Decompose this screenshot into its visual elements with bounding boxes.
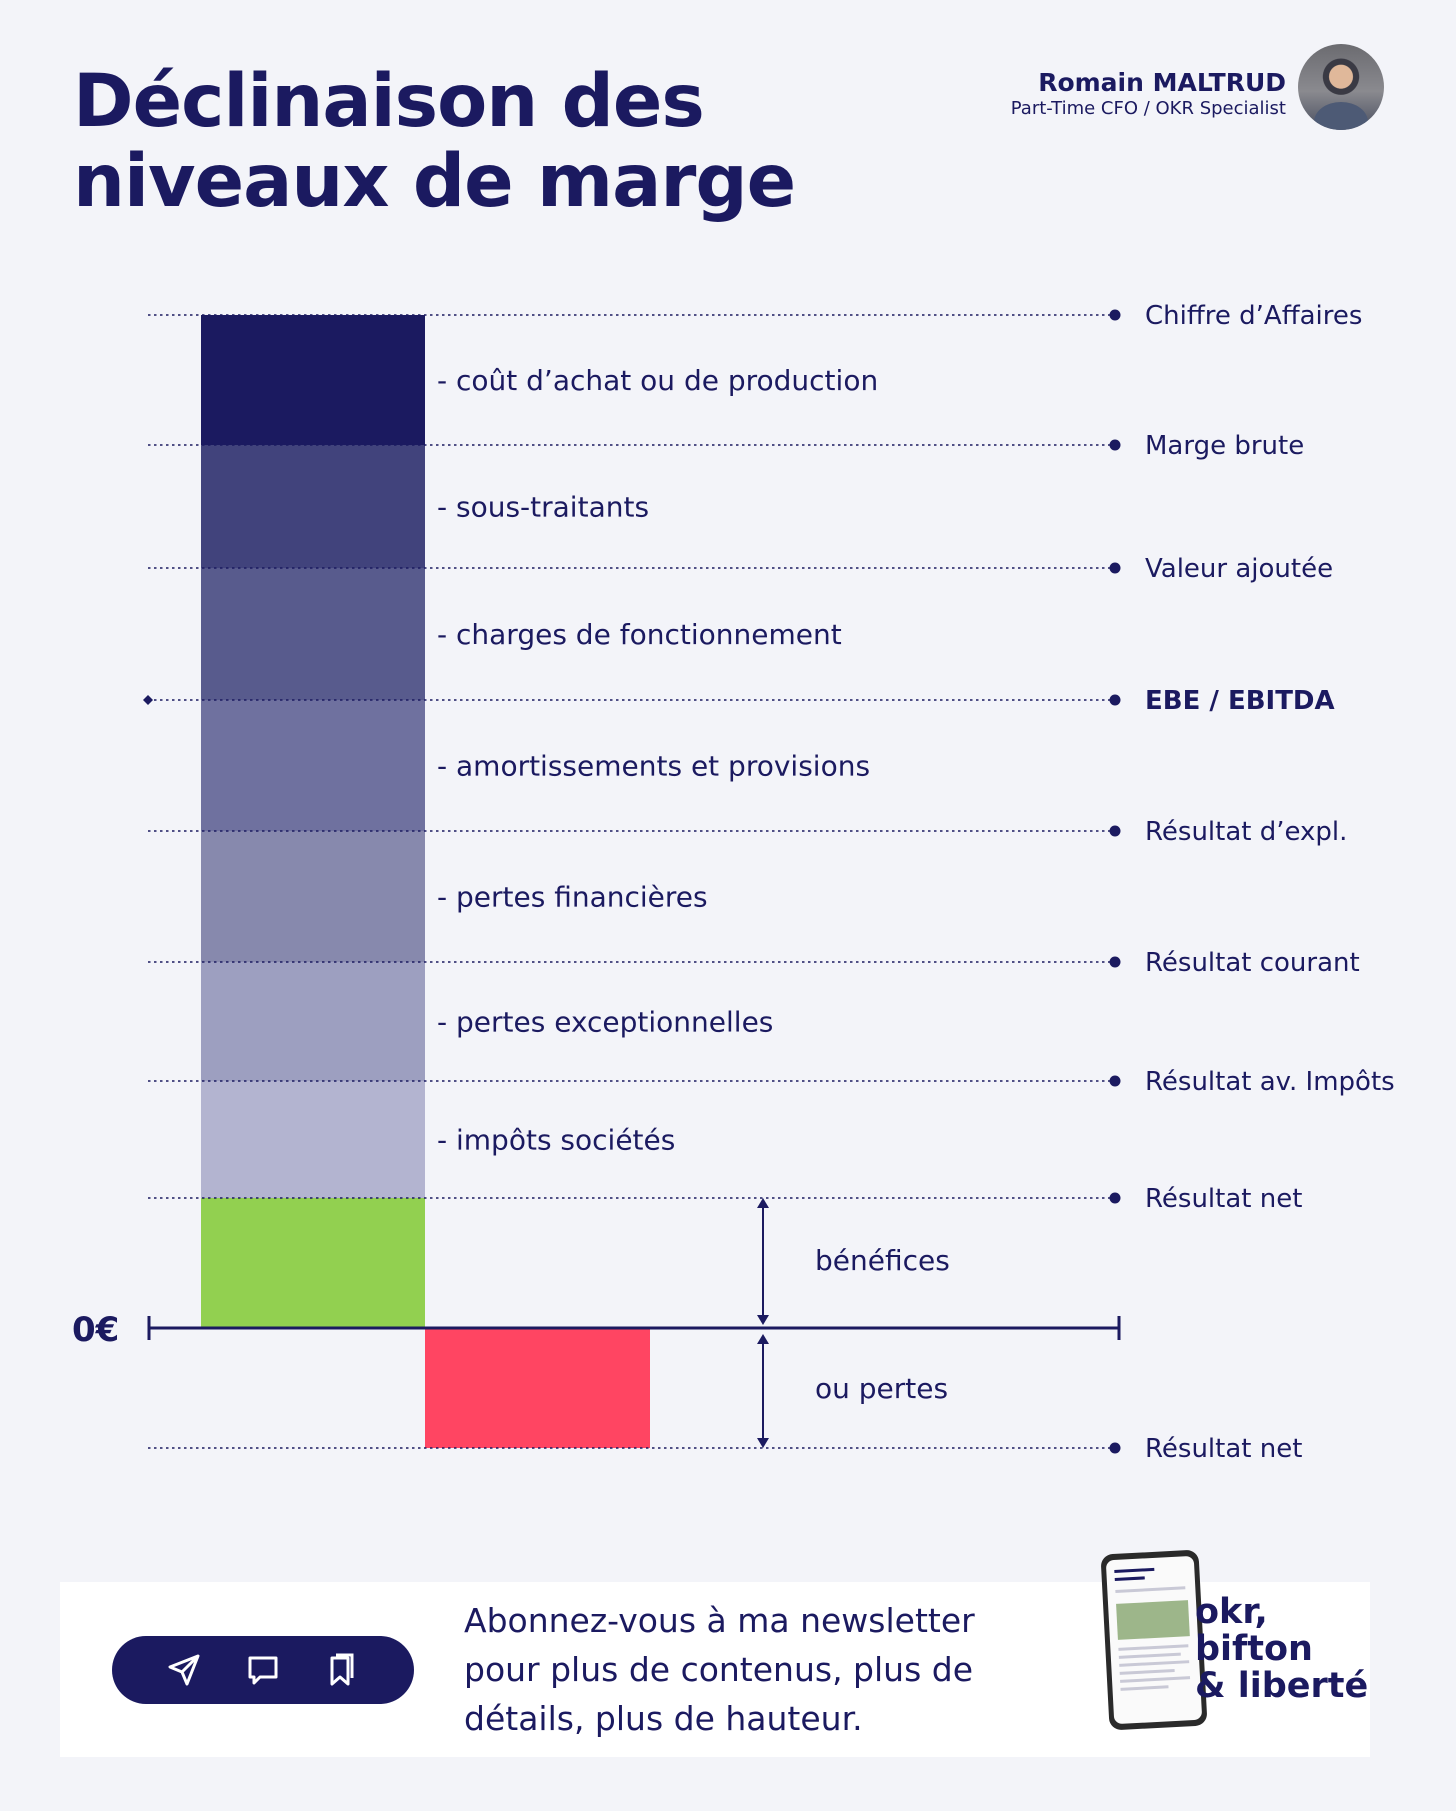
author-name: Romain MALTRUD xyxy=(1038,68,1286,97)
cost-segment xyxy=(201,962,425,1081)
newsletter-footer: Abonnez-vous à ma newsletter pour plus d… xyxy=(60,1549,1370,1757)
level-dot xyxy=(1109,956,1121,968)
cost-segment xyxy=(201,831,425,962)
profit-label: bénéfices xyxy=(815,1244,950,1277)
loss-arrow-head-up xyxy=(757,1334,769,1344)
bookmark-icon[interactable] xyxy=(324,1652,360,1688)
cost-segment xyxy=(201,568,425,700)
cost-segment xyxy=(201,315,425,445)
title-line-1: Déclinaison des xyxy=(73,59,705,144)
cost-segment xyxy=(201,445,425,568)
level-label: Résultat d’expl. xyxy=(1145,817,1347,847)
cost-label: - amortissements et provisions xyxy=(437,750,870,783)
level-label: Résultat net xyxy=(1145,1184,1302,1214)
profit-arrow-head-down xyxy=(757,1315,769,1325)
cost-label: - impôts sociétés xyxy=(437,1124,675,1157)
newsletter-text: Abonnez-vous à ma newsletter pour plus d… xyxy=(464,1596,975,1743)
margin-diagram: - coût d’achat ou de production - sous-tr… xyxy=(72,301,1395,1464)
newsletter-line-2: pour plus de contenus, plus de xyxy=(464,1650,974,1689)
author-block: Romain MALTRUD Part-Time CFO / OKR Speci… xyxy=(1011,68,1286,120)
cost-label: - pertes financières xyxy=(437,881,708,914)
title-line-2: niveaux de marge xyxy=(73,139,796,224)
cost-label: - charges de fonctionnement xyxy=(437,618,842,651)
brand-line-1: okr, xyxy=(1195,1592,1268,1632)
brand-line-2: bifton xyxy=(1195,1629,1313,1669)
cost-label: - pertes exceptionnelles xyxy=(437,1006,773,1039)
loss-label: ou pertes xyxy=(815,1372,948,1405)
level-label: Valeur ajoutée xyxy=(1145,554,1333,584)
loss-bar xyxy=(425,1328,650,1448)
level-dot xyxy=(1109,1075,1121,1087)
loss-arrow-head-down xyxy=(757,1438,769,1448)
level-dot xyxy=(1109,562,1121,574)
level-dot xyxy=(1109,309,1121,321)
send-icon[interactable] xyxy=(166,1652,202,1688)
author-role: Part-Time CFO / OKR Specialist xyxy=(1010,98,1286,119)
avatar xyxy=(1298,44,1384,130)
brand-logo: okr, bifton & liberté xyxy=(1195,1594,1368,1705)
cost-segment xyxy=(201,1081,425,1198)
level-label: Résultat av. Impôts xyxy=(1145,1067,1395,1097)
page-title: Déclinaison des niveaux de marge xyxy=(73,59,796,224)
newsletter-line-3: détails, plus de hauteur. xyxy=(464,1699,863,1738)
level-label: Chiffre d’Affaires xyxy=(1145,301,1362,331)
level-dot xyxy=(1109,1192,1121,1204)
comment-icon[interactable] xyxy=(245,1652,281,1688)
newsletter-line-1: Abonnez-vous à ma newsletter xyxy=(464,1601,975,1640)
social-actions-pill xyxy=(112,1636,414,1704)
level-label: Résultat courant xyxy=(1145,948,1360,978)
profit-arrow-head-up xyxy=(757,1198,769,1208)
level-dot xyxy=(1109,825,1121,837)
newsletter-phone-image xyxy=(1100,1549,1208,1731)
brand-line-3: & liberté xyxy=(1195,1666,1369,1706)
level-label: EBE / EBITDA xyxy=(1145,686,1335,716)
cost-segment xyxy=(201,700,425,831)
zero-label: 0€ xyxy=(72,1310,119,1350)
level-dot xyxy=(1109,1442,1121,1454)
level-dot xyxy=(1109,439,1121,451)
ebitda-marker xyxy=(143,695,153,705)
level-label: Marge brute xyxy=(1145,431,1304,461)
level-dot xyxy=(1109,694,1121,706)
cost-label: - coût d’achat ou de production xyxy=(437,364,878,397)
profit-bar xyxy=(201,1198,425,1328)
level-label: Résultat net xyxy=(1145,1434,1302,1464)
cost-label: - sous-traitants xyxy=(437,491,649,524)
